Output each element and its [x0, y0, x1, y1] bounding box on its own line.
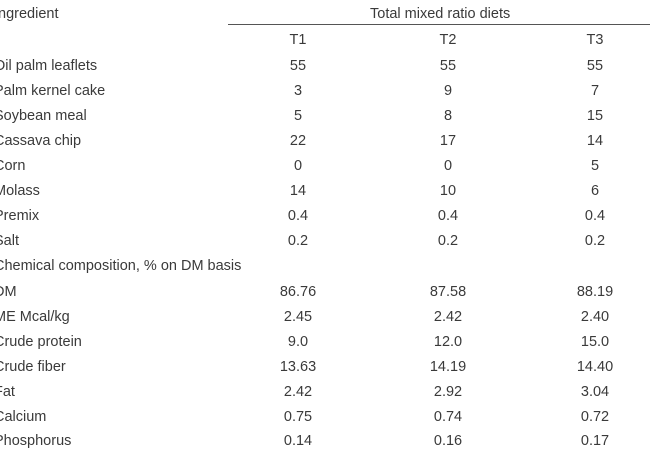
column-header-t1: T1 [289, 32, 307, 48]
cell-t1: 0 [293, 158, 303, 174]
cell-t3: 15.0 [580, 334, 610, 350]
row-label: Fat [0, 384, 15, 400]
row-label: Soybean meal [0, 108, 87, 124]
row-label: Cassava chip [0, 133, 82, 149]
cell-t1: 3 [293, 83, 303, 99]
cell-t1: 2.42 [283, 384, 313, 400]
cell-t1: 0.4 [287, 208, 309, 224]
cell-t3: 3.04 [580, 384, 610, 400]
cell-t3: 14.40 [576, 359, 614, 375]
group-header: Total mixed ratio diets [370, 6, 511, 22]
cell-t3: 0.4 [584, 208, 606, 224]
row-label: Phosphorus [0, 433, 72, 449]
ingredient-header: Ingredient [0, 6, 59, 22]
cell-t2: 0.2 [437, 233, 459, 249]
cell-t2: 0.4 [437, 208, 459, 224]
row-label: Crude fiber [0, 359, 66, 375]
row-label: Oil palm leaflets [0, 58, 98, 74]
row-label: Molass [0, 183, 40, 199]
column-header-t3: T3 [586, 32, 604, 48]
group-header-rule [228, 24, 650, 25]
cell-t1: 14 [289, 183, 307, 199]
cell-t2: 87.58 [429, 284, 467, 300]
cell-t2: 0.16 [433, 433, 463, 449]
cell-t3: 0.17 [580, 433, 610, 449]
cell-t3: 2.40 [580, 309, 610, 325]
row-label: Salt [0, 233, 19, 249]
cell-t1: 5 [293, 108, 303, 124]
cell-t3: 7 [590, 83, 600, 99]
row-label: Palm kernel cake [0, 83, 106, 99]
row-label: Crude protein [0, 334, 82, 350]
cell-t1: 86.76 [279, 284, 317, 300]
cell-t2: 17 [439, 133, 457, 149]
cell-t2: 2.92 [433, 384, 463, 400]
cell-t1: 55 [289, 58, 307, 74]
cell-t1: 22 [289, 133, 307, 149]
row-label: Premix [0, 208, 40, 224]
column-header-t2: T2 [439, 32, 457, 48]
cell-t3: 15 [586, 108, 604, 124]
row-label: Calcium [0, 409, 47, 425]
chemical-section-label: Chemical composition, % on DM basis [0, 258, 242, 274]
cell-t2: 0.74 [433, 409, 463, 425]
cell-t3: 88.19 [576, 284, 614, 300]
cell-t1: 9.0 [287, 334, 309, 350]
row-label: Corn [0, 158, 26, 174]
cell-t2: 12.0 [433, 334, 463, 350]
cell-t2: 10 [439, 183, 457, 199]
cell-t1: 13.63 [279, 359, 317, 375]
cell-t2: 0 [443, 158, 453, 174]
cell-t2: 9 [443, 83, 453, 99]
cell-t2: 8 [443, 108, 453, 124]
cell-t2: 2.42 [433, 309, 463, 325]
cell-t3: 14 [586, 133, 604, 149]
cell-t3: 0.72 [580, 409, 610, 425]
cell-t2: 55 [439, 58, 457, 74]
cell-t2: 14.19 [429, 359, 467, 375]
cell-t3: 55 [586, 58, 604, 74]
row-label: DM [0, 284, 17, 300]
cell-t3: 0.2 [584, 233, 606, 249]
cell-t1: 2.45 [283, 309, 313, 325]
cell-t1: 0.75 [283, 409, 313, 425]
cell-t1: 0.2 [287, 233, 309, 249]
cell-t1: 0.14 [283, 433, 313, 449]
cell-t3: 5 [590, 158, 600, 174]
row-label: ME Mcal/kg [0, 309, 70, 325]
cell-t3: 6 [590, 183, 600, 199]
